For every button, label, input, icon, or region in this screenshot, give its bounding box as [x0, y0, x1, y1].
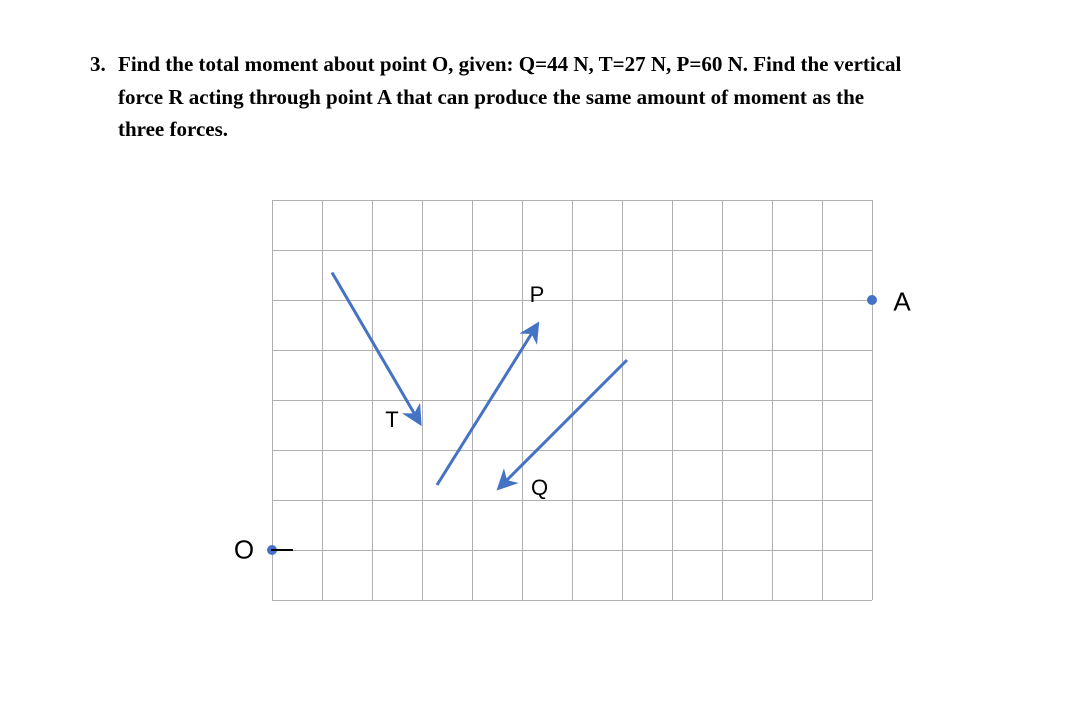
problem-number: 3. — [90, 48, 118, 81]
point-label-O: O — [234, 535, 254, 566]
force-Q — [500, 360, 628, 488]
force-P — [437, 325, 537, 485]
force-T — [332, 273, 420, 423]
problem-text: 3.Find the total moment about point O, g… — [90, 48, 990, 146]
force-vectors — [262, 190, 882, 670]
figure: PTQOA — [262, 190, 882, 670]
point-label-A: A — [893, 287, 910, 318]
